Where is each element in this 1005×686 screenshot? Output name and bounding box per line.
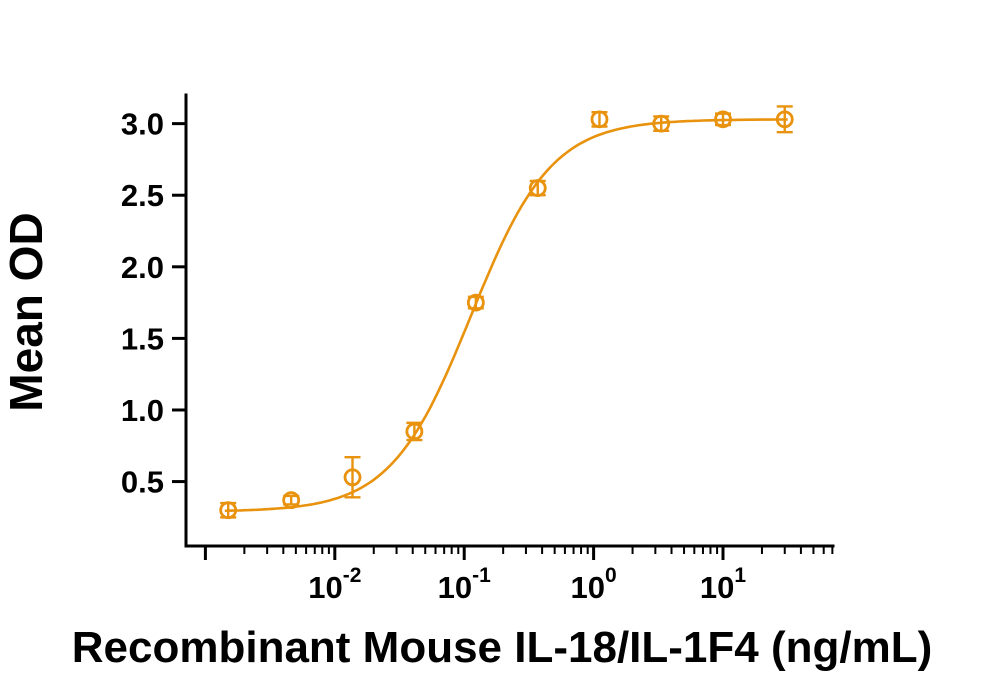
data-point [405,422,424,441]
x-tick-label: 101 [700,564,746,605]
axis-frame [184,93,835,548]
x-tick-label: 10-1 [438,564,491,605]
data-point [590,110,609,129]
data-point [714,110,732,129]
x-tick-label: 10-2 [308,564,361,605]
plot-area: 0.5 1.0 1.5 2.0 2.5 3.0 10-2 10-1 100 101 [121,93,835,605]
data-point [343,468,362,487]
data-point [775,110,794,129]
y-axis-title: Mean OD [0,212,52,411]
x-tick-label: 100 [571,564,617,605]
y-tick-label: 2.0 [121,250,164,285]
y-tick-label: 2.5 [121,178,164,213]
data-point [466,293,485,312]
y-tick-label: 3.0 [121,107,164,142]
data-point [282,491,301,510]
y-tick-label: 0.5 [121,465,164,500]
y-tick-label: 1.0 [121,393,164,428]
x-axis-title: Recombinant Mouse IL-18/IL-1F4 (ng/mL) [72,623,933,672]
data-point [528,179,547,197]
fit-curve [224,118,788,513]
data-point [652,114,671,133]
data-point [219,501,238,520]
y-tick-label: 1.5 [121,321,164,356]
